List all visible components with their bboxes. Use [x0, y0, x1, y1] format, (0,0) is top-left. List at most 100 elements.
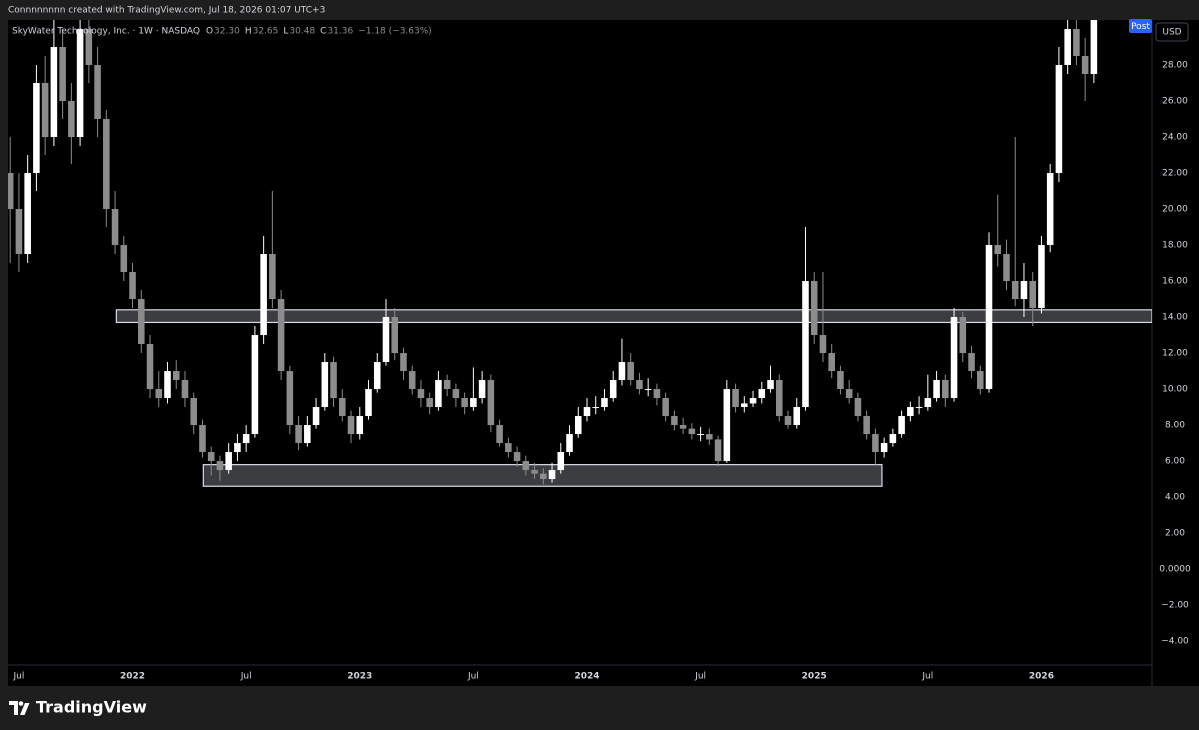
credit: Connnnnnnn created with TradingView.com,…: [8, 6, 325, 16]
x-tick-label: Jul: [12, 672, 24, 682]
candle-body: [531, 470, 538, 474]
x-tick-label: Jul: [240, 672, 252, 682]
candle-body: [732, 389, 739, 408]
candle-body: [68, 101, 75, 138]
y-tick-label: 16.00: [1162, 277, 1188, 287]
candle-body: [574, 416, 582, 435]
candle-body: [269, 254, 276, 300]
candle-body: [1020, 281, 1028, 300]
candle-body: [1003, 254, 1010, 282]
candle-body: [880, 443, 888, 453]
y-tick-label: 20.00: [1162, 205, 1188, 215]
candle-body: [714, 439, 722, 462]
y-tick-label: 14.00: [1162, 313, 1188, 323]
candle-body: [443, 380, 451, 390]
candle-body: [889, 434, 897, 444]
candle-body: [59, 47, 66, 102]
plot: [8, 20, 1152, 487]
candle-body: [522, 461, 530, 471]
candle-body: [837, 371, 844, 390]
y-tick-label: −2.00: [1161, 601, 1189, 611]
candle-body: [295, 425, 302, 444]
candle-body: [172, 371, 180, 381]
candle-body: [391, 317, 398, 354]
candle-body: [15, 209, 23, 255]
candle-body: [583, 407, 591, 417]
candle-body: [950, 317, 958, 399]
candle-body: [382, 317, 390, 363]
candle-body: [872, 434, 879, 453]
quote-change: −1.18 (−3.63%): [358, 27, 432, 37]
quote-key: L: [283, 27, 288, 37]
candle-body: [671, 416, 678, 426]
candle-body: [933, 380, 940, 399]
candle-body: [618, 362, 626, 381]
candle-body: [1073, 29, 1080, 57]
candle-body: [277, 299, 285, 372]
candle-body: [994, 245, 1002, 255]
x-tick-label: Jul: [467, 672, 479, 682]
candle-body: [679, 425, 687, 429]
candle-body: [260, 254, 267, 336]
candle-body: [1055, 65, 1063, 174]
y-tick-label: 26.00: [1162, 97, 1188, 107]
candle-body: [94, 65, 101, 120]
candle-body: [845, 389, 853, 399]
candle-body: [190, 398, 197, 426]
y-tick-label: 8.00: [1165, 421, 1185, 431]
y-tick-label: 6.00: [1165, 457, 1185, 467]
candle-body: [985, 245, 993, 390]
candle-body: [592, 407, 600, 409]
candle-body: [513, 452, 521, 462]
candle-body: [216, 461, 224, 471]
candle-body: [636, 380, 643, 390]
candle-body: [942, 380, 949, 399]
candle-body: [400, 353, 407, 372]
brand: TradingView: [36, 698, 147, 717]
candle-body: [741, 403, 748, 408]
candle-body: [286, 371, 294, 426]
candle-body: [601, 398, 608, 408]
candle-body: [452, 389, 460, 399]
candle-body: [898, 416, 905, 435]
x-tick-label: 2024: [574, 672, 599, 682]
y-tick-label: 28.00: [1162, 61, 1188, 71]
x-tick-label: Jul: [694, 672, 706, 682]
y-tick-label: 2.00: [1165, 529, 1185, 539]
post-label: Post: [1131, 22, 1150, 32]
candle-body: [417, 389, 425, 399]
x-tick-label: Jul: [921, 672, 933, 682]
candle-body: [76, 29, 84, 138]
candle-body: [758, 389, 766, 399]
candle-body: [819, 335, 827, 354]
candle-body: [408, 371, 416, 390]
currency-box[interactable]: [1155, 22, 1189, 42]
candle-body: [487, 380, 495, 426]
quote-value: 31.36: [327, 27, 353, 37]
y-tick-label: 24.00: [1162, 133, 1188, 143]
candle-body: [461, 398, 468, 408]
x-tick-label: 2023: [347, 672, 372, 682]
candle-body: [339, 398, 346, 417]
candle-body: [251, 335, 259, 435]
candle-body: [784, 416, 792, 426]
candle-body: [767, 380, 774, 390]
candle-body: [199, 425, 206, 453]
candle-body: [234, 443, 241, 453]
candle-body: [1090, 20, 1098, 75]
candle-body: [627, 362, 634, 381]
quote-key: C: [320, 27, 326, 37]
candle-body: [347, 416, 355, 435]
candle-body: [810, 281, 818, 336]
candle-body: [321, 362, 329, 408]
candle-body: [863, 416, 870, 435]
candle-body: [85, 29, 93, 66]
logo: [9, 701, 30, 715]
y-tick-label: −4.00: [1161, 637, 1189, 647]
currency[interactable]: USD: [1162, 28, 1181, 38]
quote-key: H: [245, 27, 252, 37]
candle-body: [356, 416, 364, 435]
candle-body: [129, 272, 136, 300]
